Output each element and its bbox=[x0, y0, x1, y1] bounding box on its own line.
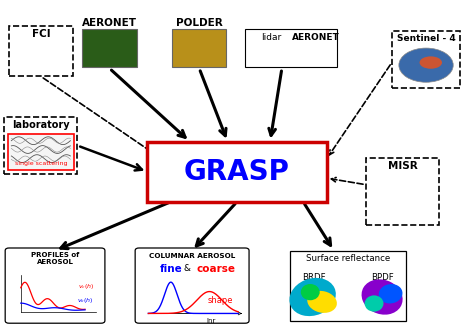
Text: MISR: MISR bbox=[388, 161, 417, 171]
FancyBboxPatch shape bbox=[5, 248, 105, 323]
Text: GRASP: GRASP bbox=[184, 158, 290, 186]
FancyBboxPatch shape bbox=[4, 117, 77, 174]
Bar bbox=[8, 134, 74, 170]
Ellipse shape bbox=[301, 284, 319, 300]
Ellipse shape bbox=[362, 279, 402, 315]
Ellipse shape bbox=[307, 291, 337, 313]
Bar bbox=[371, 174, 434, 218]
Bar bbox=[247, 39, 286, 64]
Text: AERONET: AERONET bbox=[82, 18, 137, 27]
Text: single scattering: single scattering bbox=[15, 161, 67, 166]
Bar bbox=[15, 39, 67, 70]
Text: POLDER: POLDER bbox=[176, 18, 223, 27]
Text: Sentinel - 4: Sentinel - 4 bbox=[397, 34, 456, 43]
Text: BPDF: BPDF bbox=[371, 273, 393, 282]
Ellipse shape bbox=[419, 56, 442, 69]
Text: PROFILES of
AEROSOL: PROFILES of AEROSOL bbox=[31, 252, 79, 265]
Text: $v_c(h)$: $v_c(h)$ bbox=[78, 282, 94, 291]
Text: $v_k(h)$: $v_k(h)$ bbox=[77, 296, 94, 305]
Text: Surface reflectance: Surface reflectance bbox=[306, 254, 390, 263]
Ellipse shape bbox=[365, 295, 383, 312]
Text: lidar: lidar bbox=[261, 33, 282, 42]
Text: FCI: FCI bbox=[32, 29, 50, 39]
Text: &: & bbox=[181, 264, 194, 273]
Text: coarse: coarse bbox=[196, 264, 235, 273]
Text: lnr: lnr bbox=[206, 318, 216, 324]
Bar bbox=[82, 29, 137, 67]
FancyBboxPatch shape bbox=[9, 26, 73, 77]
Bar bbox=[172, 29, 227, 67]
Text: AERONET: AERONET bbox=[292, 33, 340, 42]
Bar bbox=[290, 250, 406, 320]
Text: laboratory: laboratory bbox=[12, 120, 70, 130]
Bar bbox=[147, 142, 327, 202]
FancyBboxPatch shape bbox=[366, 158, 439, 225]
Ellipse shape bbox=[379, 284, 402, 303]
Text: BRDF: BRDF bbox=[302, 273, 326, 282]
Text: shape: shape bbox=[208, 296, 234, 305]
FancyBboxPatch shape bbox=[135, 248, 249, 323]
Bar bbox=[297, 39, 335, 64]
Ellipse shape bbox=[399, 48, 453, 82]
Ellipse shape bbox=[290, 278, 336, 316]
Text: COLUMNAR AEROSOL: COLUMNAR AEROSOL bbox=[149, 253, 235, 259]
Text: fine: fine bbox=[159, 264, 182, 273]
FancyBboxPatch shape bbox=[245, 29, 337, 67]
FancyBboxPatch shape bbox=[392, 31, 460, 88]
